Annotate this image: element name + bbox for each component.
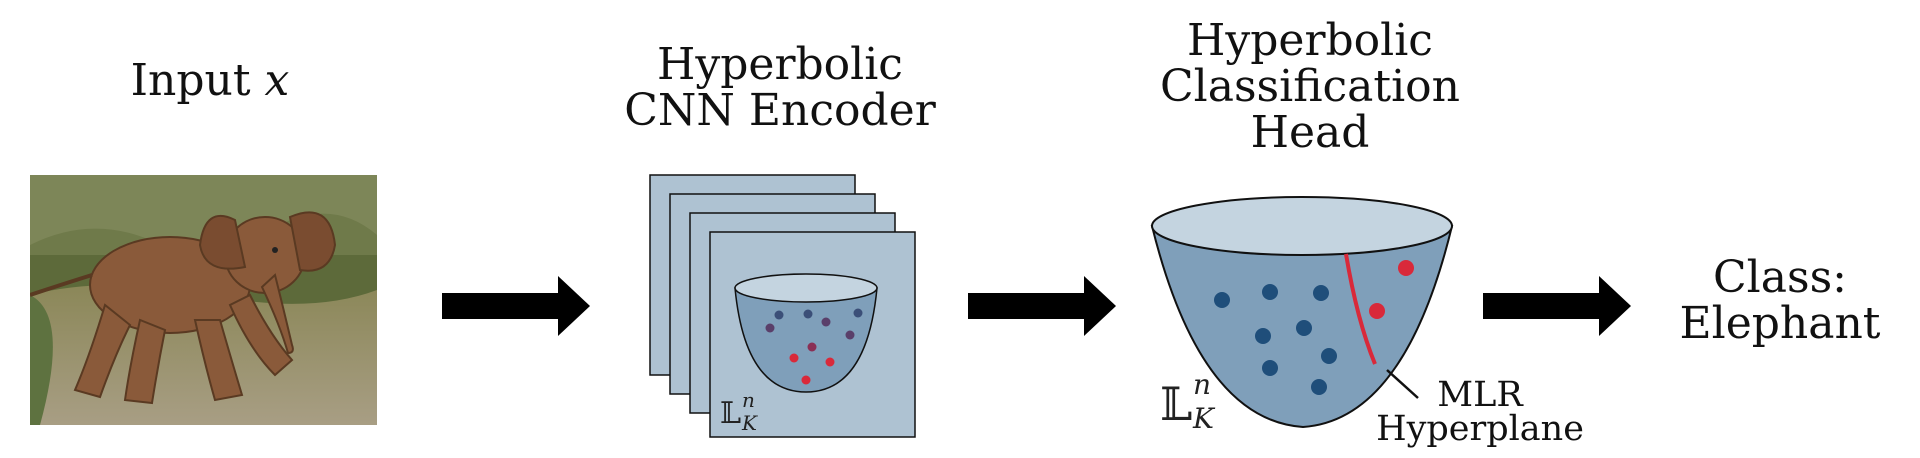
class-output-line2: Elephant xyxy=(1679,298,1881,349)
class-output: Class: Elephant xyxy=(1640,255,1920,347)
class-output-line1: Class: xyxy=(1713,252,1847,303)
hyperbolic-space-label-small: 𝕃 n K xyxy=(720,388,758,435)
arrow-right-icon xyxy=(1483,276,1631,336)
svg-text:K: K xyxy=(741,411,758,435)
arrow-right-icon xyxy=(968,276,1116,336)
mlr-label-line2: Hyperplane xyxy=(1376,409,1584,449)
mlr-hyperplane-label: MLR Hyperplane xyxy=(1370,375,1590,449)
svg-text:n: n xyxy=(1193,368,1211,401)
mlr-hyperplane xyxy=(1344,253,1377,365)
mlr-pointer-line xyxy=(1386,369,1419,399)
head-title-line3: Head xyxy=(1250,107,1370,158)
head-title: Hyperbolic Classification Head xyxy=(1110,18,1510,156)
hyperbolic-cone-large xyxy=(1150,196,1454,429)
svg-text:𝕃: 𝕃 xyxy=(720,396,741,431)
hyperbolic-space-label-large: 𝕃 n K xyxy=(1160,368,1216,435)
head-title-line1: Hyperbolic xyxy=(1187,15,1433,66)
embedding-points xyxy=(765,308,863,385)
input-label: Input xyxy=(130,55,251,106)
elephant-photo xyxy=(30,175,377,425)
class-points xyxy=(1214,260,1414,395)
hyperbolic-cone-small xyxy=(734,273,878,393)
svg-text:n: n xyxy=(742,388,755,412)
svg-text:K: K xyxy=(1192,402,1216,435)
encoder-title-line1: Hyperbolic xyxy=(657,39,903,90)
mlr-label-line1: MLR xyxy=(1437,375,1523,415)
input-variable: x xyxy=(264,55,290,106)
encoder-title-line2: CNN Encoder xyxy=(624,85,936,136)
input-title: Input x xyxy=(60,58,360,104)
head-title-line2: Classification xyxy=(1159,61,1460,112)
svg-text:𝕃: 𝕃 xyxy=(1160,377,1192,431)
encoder-title: Hyperbolic CNN Encoder xyxy=(590,42,970,134)
arrow-right-icon xyxy=(442,276,590,336)
